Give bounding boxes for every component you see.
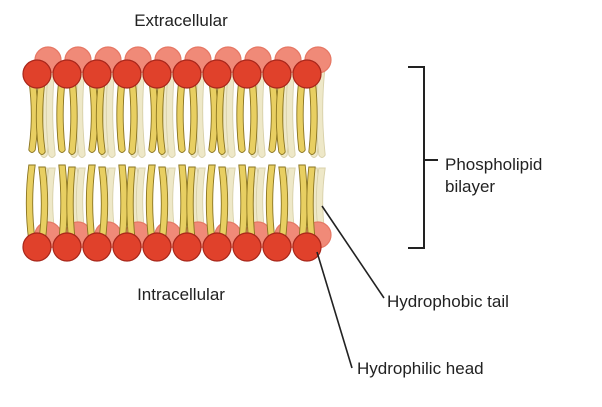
- hydrophobic-tail-label: Hydrophobic tail: [387, 292, 509, 311]
- hydrophobic-tail: [85, 164, 96, 244]
- head-leader-line: [316, 251, 353, 369]
- hydrophilic-head: [292, 232, 322, 262]
- hydrophobic-tail: [308, 79, 318, 155]
- hydrophobic-tail: [236, 79, 246, 153]
- extracellular-label: Extracellular: [134, 11, 228, 30]
- back-tail: [285, 65, 296, 158]
- hydrophobic-tail: [35, 79, 46, 155]
- tail-leader-line: [321, 205, 385, 299]
- upper-leaflet: [22, 59, 322, 155]
- hydrophobic-tail: [158, 166, 169, 244]
- hydrophobic-tail: [95, 79, 106, 155]
- hydrophobic-tail: [218, 166, 229, 244]
- back-tail: [105, 65, 116, 158]
- hydrophobic-tail: [215, 79, 226, 155]
- hydrophobic-tail: [98, 166, 109, 244]
- hydrophilic-head: [232, 232, 262, 262]
- hydrophilic-head: [52, 59, 82, 89]
- hydrophobic-tail: [278, 166, 289, 244]
- hydrophobic-tail: [128, 79, 138, 155]
- hydrophobic-tail: [116, 79, 126, 153]
- hydrophilic-head: [142, 232, 172, 262]
- back-tail: [45, 65, 56, 158]
- hydrophobic-tail: [56, 79, 66, 153]
- hydrophobic-tail: [265, 164, 276, 244]
- hydrophilic-head: [202, 59, 232, 89]
- hydrophilic-head: [112, 59, 142, 89]
- hydrophilic-head: [22, 59, 52, 89]
- hydrophilic-head: [172, 232, 202, 262]
- hydrophobic-tail: [178, 164, 188, 244]
- hydrophobic-tail: [145, 164, 156, 244]
- hydrophobic-tail: [298, 164, 308, 244]
- hydrophilic-head: [232, 59, 262, 89]
- back-tail: [225, 65, 236, 158]
- hydrophilic-head: [52, 232, 82, 262]
- hydrophobic-tail: [296, 79, 306, 153]
- hydrophobic-tail: [275, 79, 286, 155]
- hydrophobic-tail: [68, 79, 78, 155]
- hydrophilic-head-label: Hydrophilic head: [357, 359, 484, 378]
- lower-leaflet: [22, 164, 322, 262]
- hydrophilic-head: [202, 232, 232, 262]
- hydrophobic-tail: [118, 164, 128, 244]
- bilayer-label-line1: Phospholipid: [445, 155, 542, 174]
- hydrophilic-head: [82, 59, 112, 89]
- hydrophilic-head: [172, 59, 202, 89]
- hydrophilic-head: [142, 59, 172, 89]
- hydrophilic-head: [112, 232, 142, 262]
- hydrophobic-tail: [188, 79, 198, 155]
- hydrophilic-head: [292, 59, 322, 89]
- hydrophobic-tail: [25, 164, 36, 244]
- bilayer-label-line2: bilayer: [445, 177, 495, 196]
- hydrophobic-tail: [155, 79, 166, 155]
- hydrophobic-tail: [238, 164, 248, 244]
- hydrophilic-head: [262, 232, 292, 262]
- hydrophobic-tail: [176, 79, 186, 153]
- hydrophobic-tail: [38, 166, 49, 244]
- hydrophobic-tail: [58, 164, 68, 244]
- intracellular-label: Intracellular: [137, 285, 225, 304]
- hydrophobic-tail: [248, 79, 258, 155]
- hydrophilic-head: [22, 232, 52, 262]
- bilayer-bracket: [408, 66, 438, 249]
- hydrophilic-head: [82, 232, 112, 262]
- back-tail: [165, 65, 176, 158]
- hydrophilic-head: [262, 59, 292, 89]
- hydrophobic-tail: [205, 164, 216, 244]
